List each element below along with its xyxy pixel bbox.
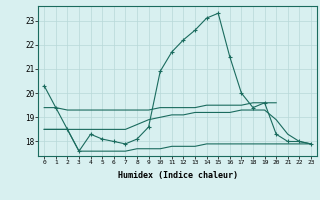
X-axis label: Humidex (Indice chaleur): Humidex (Indice chaleur) [118, 171, 238, 180]
